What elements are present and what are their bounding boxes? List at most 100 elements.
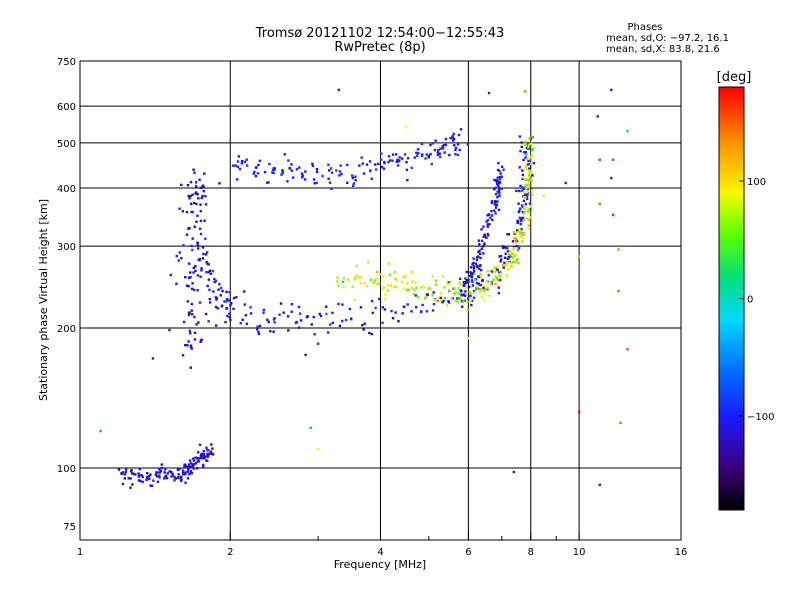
echo-point <box>189 271 192 274</box>
echo-point <box>177 468 180 471</box>
echo-point <box>442 299 445 303</box>
echo-point <box>477 283 480 286</box>
echo-point <box>484 287 487 290</box>
echo-point <box>493 266 497 269</box>
echo-point <box>329 167 333 170</box>
echo-point <box>469 294 472 298</box>
echo-point <box>438 155 442 159</box>
echo-point <box>218 182 221 185</box>
echo-point <box>272 330 275 333</box>
echo-point <box>404 126 408 129</box>
echo-point <box>394 277 397 281</box>
echo-point <box>531 193 535 196</box>
echo-point <box>467 285 471 289</box>
echo-point <box>417 152 420 155</box>
echo-point <box>202 252 205 256</box>
echo-point <box>306 315 309 318</box>
echo-point <box>368 160 372 163</box>
echo-point <box>498 278 502 282</box>
echo-point <box>386 289 390 292</box>
echo-point <box>453 144 456 147</box>
echo-point <box>444 143 448 147</box>
echo-point <box>191 282 194 285</box>
echo-point <box>232 296 236 300</box>
echo-point <box>478 252 482 256</box>
echo-point <box>131 483 134 486</box>
echo-point <box>382 275 385 279</box>
echo-point <box>406 157 410 160</box>
echo-point <box>206 262 209 265</box>
echo-point <box>474 286 477 289</box>
echo-point <box>515 189 518 193</box>
echo-point <box>493 187 496 191</box>
echo-point <box>495 203 499 207</box>
colorbar-tick-label: 100 <box>747 177 766 188</box>
echo-point <box>402 276 406 279</box>
echo-point <box>478 275 481 279</box>
echo-point <box>498 194 501 197</box>
echo-point <box>443 286 446 289</box>
echo-point <box>256 172 260 175</box>
echo-point <box>151 357 155 360</box>
echo-point <box>140 473 143 477</box>
echo-point <box>441 144 444 148</box>
echo-point <box>486 214 489 217</box>
echo-point <box>393 285 396 288</box>
echo-point <box>519 149 522 153</box>
echo-point <box>511 252 514 255</box>
echo-point <box>205 270 208 274</box>
echo-point <box>190 347 193 350</box>
echo-point <box>515 239 519 243</box>
echo-point <box>272 318 276 321</box>
echo-point <box>239 321 242 325</box>
echo-point <box>530 142 533 145</box>
echo-point <box>310 323 313 326</box>
echo-point <box>436 153 440 157</box>
echo-point <box>519 184 522 188</box>
echo-point <box>156 480 160 484</box>
echo-point <box>196 242 199 245</box>
echo-point <box>186 184 190 187</box>
echo-point <box>358 276 361 280</box>
colorbar-tick-label: 0 <box>747 295 753 306</box>
echo-point <box>197 460 201 463</box>
echo-point <box>181 354 185 357</box>
echo-point <box>207 320 210 323</box>
echo-point <box>499 254 503 258</box>
echo-point <box>149 473 152 476</box>
echo-point <box>181 210 185 213</box>
echo-point <box>183 465 186 468</box>
echo-point <box>280 173 283 176</box>
echo-point <box>137 472 140 475</box>
echo-point <box>518 166 521 169</box>
echo-point <box>158 471 162 474</box>
echo-point <box>342 285 345 289</box>
echo-point <box>498 186 501 189</box>
echo-point <box>406 178 409 182</box>
echo-point <box>278 313 281 316</box>
echo-point <box>477 267 481 271</box>
echo-point <box>330 171 334 174</box>
echo-point <box>455 299 458 303</box>
echo-point <box>273 167 277 170</box>
echo-point <box>497 161 500 165</box>
echo-point <box>514 239 518 243</box>
echo-point <box>531 174 534 177</box>
echo-point <box>213 277 216 281</box>
echo-point <box>527 146 530 149</box>
echo-point <box>523 142 526 146</box>
echo-point <box>338 170 342 173</box>
echo-point <box>204 455 207 458</box>
echo-point <box>138 467 141 471</box>
echo-point <box>464 277 467 280</box>
echo-point <box>515 258 519 262</box>
echo-point <box>528 202 532 205</box>
echo-point <box>626 348 629 351</box>
echo-point <box>475 281 479 285</box>
echo-point <box>297 305 301 309</box>
echo-point <box>407 288 411 292</box>
echo-point <box>493 203 497 206</box>
echo-point <box>480 239 484 243</box>
echo-point <box>456 143 460 146</box>
echo-point <box>195 202 198 206</box>
